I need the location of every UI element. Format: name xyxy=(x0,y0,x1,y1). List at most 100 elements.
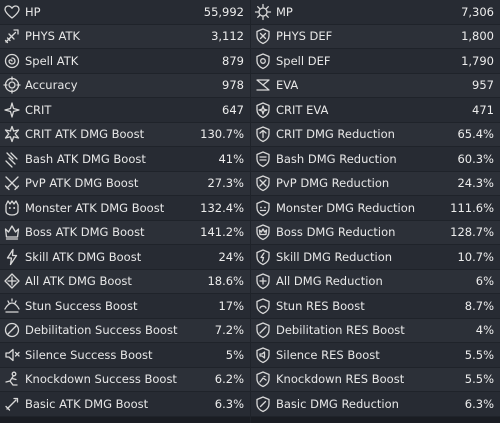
spiral-icon xyxy=(3,52,21,70)
heart-icon xyxy=(3,3,21,21)
stat-value: 471 xyxy=(472,102,494,117)
boss-dmg-reduction-icon xyxy=(254,223,272,241)
stat-row-crit: CRIT 647 xyxy=(0,98,250,123)
spell-shield-icon xyxy=(254,52,272,70)
stat-value: 128.7% xyxy=(450,225,494,240)
stat-value: 17% xyxy=(218,298,244,313)
stat-value: 60.3% xyxy=(457,151,494,166)
stat-label: Knockdown Success Boost xyxy=(25,372,177,387)
silence-icon xyxy=(3,346,21,364)
stat-label: Debilitation RES Boost xyxy=(276,323,405,338)
stun-res-icon xyxy=(254,297,272,315)
stun-icon xyxy=(3,297,21,315)
stat-row-monster-dmg-reduction: Monster DMG Reduction 111.6% xyxy=(251,196,500,221)
offense-stats-column: HP 55,992 PHYS ATK 3,112 Spell ATK 879 Accurac… xyxy=(0,0,250,417)
stat-row-boss-atk-dmg-boost: Boss ATK DMG Boost 141.2% xyxy=(0,220,250,245)
stat-value: 111.6% xyxy=(450,200,494,215)
stat-row-bash-atk-dmg-boost: Bash ATK DMG Boost 41% xyxy=(0,147,250,172)
knockdown-res-icon xyxy=(254,370,272,388)
stat-value: 18.6% xyxy=(207,274,244,289)
stat-value: 6.3% xyxy=(214,396,244,411)
silence-res-icon xyxy=(254,346,272,364)
stat-label: Stun Success Boost xyxy=(25,298,138,313)
boss-icon xyxy=(3,223,21,241)
stat-label: Monster ATK DMG Boost xyxy=(25,200,165,215)
all-dmg-reduction-icon xyxy=(254,272,272,290)
stat-label: Skill DMG Reduction xyxy=(276,249,393,264)
stat-label: Spell ATK xyxy=(25,53,79,68)
stat-value: 8.7% xyxy=(464,298,494,313)
stat-value: 5.5% xyxy=(464,372,494,387)
stat-label: EVA xyxy=(276,78,299,93)
pvp-dmg-reduction-icon xyxy=(254,174,272,192)
stat-value: 5.5% xyxy=(464,347,494,362)
pvp-swords-icon xyxy=(3,174,21,192)
sword-icon xyxy=(3,27,21,45)
stat-row-silence-res-boost: Silence RES Boost 5.5% xyxy=(251,343,500,368)
stat-label: HP xyxy=(25,4,41,19)
stat-row-boss-dmg-reduction: Boss DMG Reduction 128.7% xyxy=(251,220,500,245)
bash-icon xyxy=(3,150,21,168)
stat-label: Bash ATK DMG Boost xyxy=(25,151,146,166)
stat-label: PHYS DEF xyxy=(276,29,333,44)
stat-value: 6.3% xyxy=(464,396,494,411)
evasion-icon xyxy=(254,76,272,94)
stat-row-monster-atk-dmg-boost: Monster ATK DMG Boost 132.4% xyxy=(0,196,250,221)
stat-value: 5% xyxy=(225,347,244,362)
stat-row-skill-dmg-reduction: Skill DMG Reduction 10.7% xyxy=(251,245,500,270)
stat-value: 130.7% xyxy=(200,127,244,142)
stat-row-silence-success-boost: Silence Success Boost 5% xyxy=(0,343,250,368)
stat-value: 3,112 xyxy=(211,29,244,44)
stat-value: 24.3% xyxy=(457,176,494,191)
stat-row-knockdown-res-boost: Knockdown RES Boost 5.5% xyxy=(251,367,500,392)
skill-dmg-reduction-icon xyxy=(254,248,272,266)
crit-burst-icon xyxy=(3,125,21,143)
stat-value: 10.7% xyxy=(457,249,494,264)
stat-row-pvp-atk-dmg-boost: PvP ATK DMG Boost 27.3% xyxy=(0,171,250,196)
stat-row-all-dmg-reduction: All DMG Reduction 6% xyxy=(251,269,500,294)
stat-row-spell-atk: Spell ATK 879 xyxy=(0,49,250,74)
debilitation-icon xyxy=(3,321,21,339)
basic-atk-icon xyxy=(3,395,21,413)
stat-label: CRIT DMG Reduction xyxy=(276,127,395,142)
stat-value: 1,790 xyxy=(461,53,494,68)
stat-row-knockdown-success-boost: Knockdown Success Boost 6.2% xyxy=(0,367,250,392)
stat-row-debilitation-success-boost: Debilitation Success Boost 7.2% xyxy=(0,318,250,343)
stat-row-phys-atk: PHYS ATK 3,112 xyxy=(0,24,250,49)
stat-row-bash-dmg-reduction: Bash DMG Reduction 60.3% xyxy=(251,147,500,172)
stat-label: PHYS ATK xyxy=(25,29,81,44)
stat-value: 141.2% xyxy=(200,225,244,240)
stat-label: PvP DMG Reduction xyxy=(276,176,390,191)
stat-row-hp: HP 55,992 xyxy=(0,0,250,25)
stat-label: Skill ATK DMG Boost xyxy=(25,249,142,264)
stat-value: 41% xyxy=(218,151,244,166)
stat-value: 24% xyxy=(218,249,244,264)
debilitation-res-icon xyxy=(254,321,272,339)
stat-row-all-atk-dmg-boost: All ATK DMG Boost 18.6% xyxy=(0,269,250,294)
stat-value: 4% xyxy=(475,323,494,338)
sparkle-icon xyxy=(3,101,21,119)
stat-label: Bash DMG Reduction xyxy=(276,151,397,166)
stat-row-crit-atk-dmg-boost: CRIT ATK DMG Boost 130.7% xyxy=(0,122,250,147)
stat-label: Silence RES Boost xyxy=(276,347,380,362)
knockdown-icon xyxy=(3,370,21,388)
stat-row-stun-success-boost: Stun Success Boost 17% xyxy=(0,294,250,319)
stat-row-crit-eva: CRIT EVA 471 xyxy=(251,98,500,123)
stat-row-mp: MP 7,306 xyxy=(251,0,500,25)
shield-icon xyxy=(254,27,272,45)
stat-label: Basic ATK DMG Boost xyxy=(25,396,149,411)
stat-value: 7,306 xyxy=(461,4,494,19)
defense-stats-column: MP 7,306 PHYS DEF 1,800 Spell DEF 1,790 EVA 957… xyxy=(250,0,500,423)
stat-value: 957 xyxy=(472,78,494,93)
stat-label: CRIT xyxy=(25,102,52,117)
stat-label: CRIT EVA xyxy=(276,102,329,117)
target-icon xyxy=(3,76,21,94)
stat-value: 647 xyxy=(222,102,244,117)
stat-label: Boss DMG Reduction xyxy=(276,225,396,240)
stat-row-pvp-dmg-reduction: PvP DMG Reduction 24.3% xyxy=(251,171,500,196)
stat-value: 65.4% xyxy=(457,127,494,142)
stat-value: 7.2% xyxy=(214,323,244,338)
stat-row-basic-dmg-reduction: Basic DMG Reduction 6.3% xyxy=(251,392,500,417)
stat-value: 6.2% xyxy=(214,372,244,387)
stat-row-skill-atk-dmg-boost: Skill ATK DMG Boost 24% xyxy=(0,245,250,270)
